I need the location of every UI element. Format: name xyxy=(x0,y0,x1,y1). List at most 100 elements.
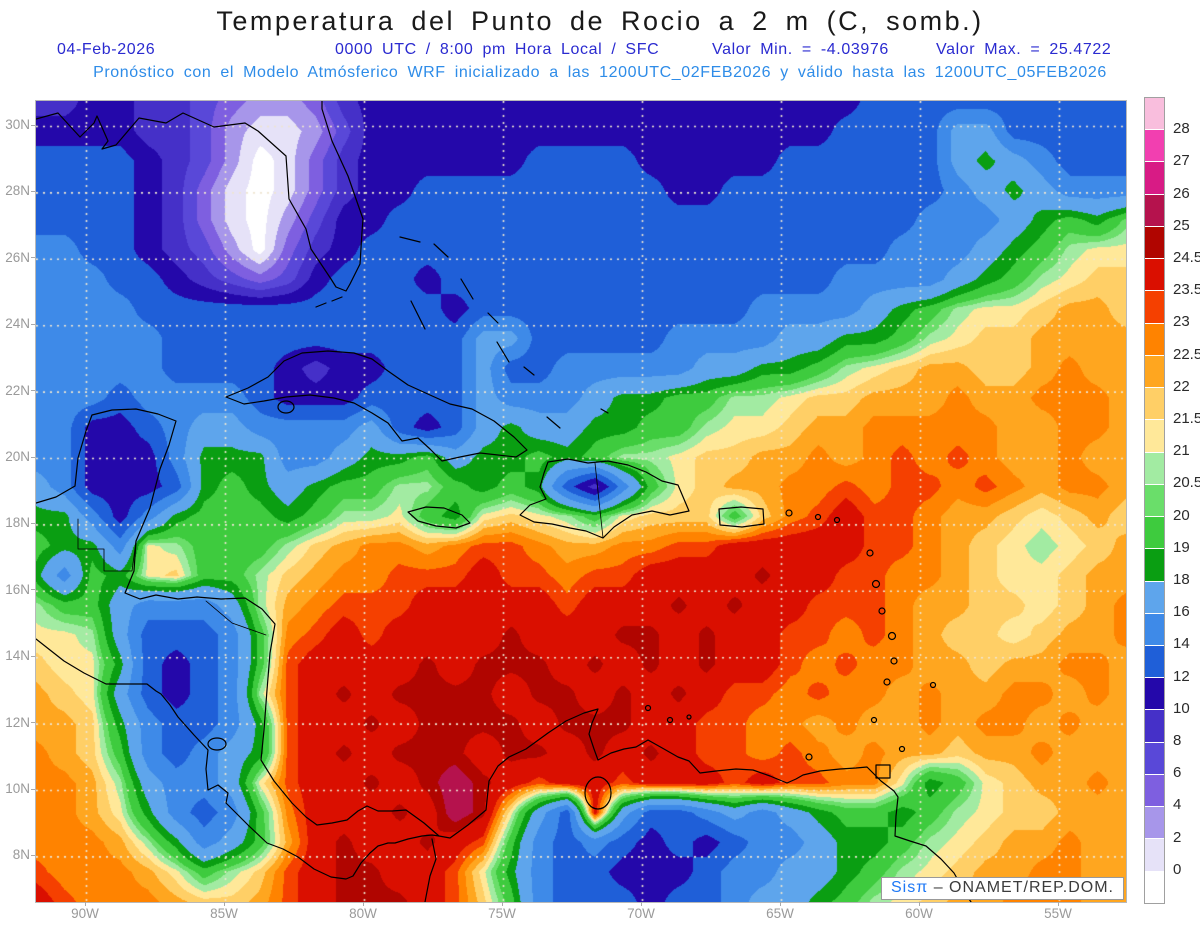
colorbar-tick-label: 20.5 xyxy=(1173,474,1200,492)
colorbar-tick-label: 22.5 xyxy=(1173,345,1200,363)
coast-pacific-central-america xyxy=(36,638,440,880)
forecast-date: 04-Feb-2026 xyxy=(57,41,156,58)
lon-axis-label: 80W xyxy=(349,906,377,921)
page-title: Temperatura del Punto de Rocio a 2 m (C,… xyxy=(216,6,984,36)
lon-axis-tick xyxy=(918,902,920,906)
colorbar-band xyxy=(1145,548,1164,581)
colorbar-tick-label: 12 xyxy=(1173,667,1190,685)
lon-axis-label: 55W xyxy=(1044,906,1072,921)
colorbar-band xyxy=(1145,870,1164,903)
lon-axis-label: 60W xyxy=(905,906,933,921)
watermark-separator: – xyxy=(933,879,944,896)
colorbar-band xyxy=(1145,129,1164,162)
lat-axis-tick xyxy=(31,655,35,657)
lon-axis-tick xyxy=(640,902,642,906)
colorbar-legend xyxy=(1144,97,1165,904)
colorbar-band xyxy=(1145,516,1164,549)
colorbar-tick-label: 24.5 xyxy=(1173,249,1200,266)
colorbar-band xyxy=(1145,709,1164,742)
colorbar-tick-label: 21 xyxy=(1173,442,1190,460)
lat-axis-label: 12N xyxy=(5,714,30,730)
coast-florida-keys xyxy=(315,296,343,308)
colorbar-tick-label: 8 xyxy=(1173,732,1182,749)
lat-axis-label: 18N xyxy=(5,515,30,531)
colorbar-band xyxy=(1145,580,1164,613)
colorbar-tick-label: 25 xyxy=(1173,216,1190,234)
lon-axis-label: 75W xyxy=(488,906,516,921)
lon-axis-label: 65W xyxy=(766,906,794,921)
lat-axis-tick xyxy=(31,456,35,458)
colorbar-tick-label: 2 xyxy=(1173,828,1182,846)
lat-axis-tick xyxy=(31,589,35,591)
lat-axis-label: 16N xyxy=(5,581,30,597)
colorbar-band xyxy=(1145,483,1164,517)
map-area: Sisπ – ONAMET/REP.DOM. xyxy=(35,100,1127,903)
coast-hispaniola xyxy=(519,458,690,539)
colorbar-band xyxy=(1145,612,1164,645)
colorbar-band xyxy=(1145,806,1164,839)
lon-axis-tick xyxy=(779,902,781,906)
lat-axis-tick xyxy=(31,522,35,524)
model-init-line: Pronóstico con el Modelo Atmósferico WRF… xyxy=(93,64,1107,81)
colorbar-band xyxy=(1145,644,1164,678)
lat-axis-label: 10N xyxy=(5,781,30,796)
value-min-label: Valor Min. = -4.03976 xyxy=(712,41,889,58)
lat-axis-label: 22N xyxy=(5,382,30,398)
lon-axis-label: 70W xyxy=(627,906,655,921)
lat-axis-label: 20N xyxy=(5,449,30,464)
colorbar-tick-label: 14 xyxy=(1173,635,1190,653)
lon-axis-tick xyxy=(501,902,503,906)
colorbar-tick-label: 23 xyxy=(1173,313,1190,331)
watermark-brand: Sisπ xyxy=(890,879,929,896)
colorbar-tick-label: 28 xyxy=(1173,120,1190,138)
dewpoint-field-canvas xyxy=(36,101,1126,902)
colorbar-tick-label: 27 xyxy=(1173,152,1190,170)
lat-axis-tick xyxy=(31,124,35,126)
lat-axis-tick xyxy=(31,257,35,259)
watermark-org: ONAMET/REP.DOM. xyxy=(949,879,1114,896)
border-haiti-dr xyxy=(594,462,604,539)
colorbar-band xyxy=(1145,290,1164,323)
colorbar-band xyxy=(1145,225,1164,259)
lon-axis-label: 85W xyxy=(210,906,238,921)
lat-axis-label: 26N xyxy=(5,249,30,265)
lon-axis-tick xyxy=(223,902,225,906)
colorbar-tick-label: 10 xyxy=(1173,699,1190,717)
watermark: Sisπ – ONAMET/REP.DOM. xyxy=(880,877,1124,900)
colorbar-band xyxy=(1145,677,1164,710)
colorbar-band xyxy=(1145,258,1164,291)
border-guatemala-steps xyxy=(77,518,267,636)
lat-axis-label: 30N xyxy=(5,117,30,132)
colorbar-tick-label: 0 xyxy=(1173,860,1182,878)
coast-trinidad xyxy=(875,764,891,779)
colorbar-band xyxy=(1145,354,1164,388)
lat-axis-label: 24N xyxy=(5,316,30,332)
lon-axis-tick xyxy=(84,902,86,906)
coast-puerto-rico xyxy=(718,506,765,528)
colorbar-tick-label: 26 xyxy=(1173,184,1190,202)
colorbar-tick-label: 21.5 xyxy=(1173,410,1200,427)
colorbar-tick-label: 16 xyxy=(1173,603,1190,621)
lat-axis-label: 28N xyxy=(5,183,30,199)
colorbar-tick-label: 22 xyxy=(1173,377,1190,395)
coast-jamaica xyxy=(407,506,471,529)
colorbar-tick-label: 23.5 xyxy=(1173,281,1200,299)
lat-axis-tick xyxy=(31,323,35,325)
lake-nicaragua xyxy=(207,737,227,751)
lat-axis-label: 8N xyxy=(12,847,30,863)
colorbar-band xyxy=(1145,419,1164,452)
coast-lesser-antilles xyxy=(644,509,937,779)
colorbar-tick-label: 20 xyxy=(1173,506,1190,524)
lat-axis-tick xyxy=(31,854,35,856)
colorbar-band xyxy=(1145,838,1164,871)
colorbar-band xyxy=(1145,98,1164,130)
lake-maracaibo xyxy=(584,776,612,810)
coast-colombia-pacific xyxy=(424,838,437,902)
lon-axis-label: 90W xyxy=(71,906,99,921)
colorbar-band xyxy=(1145,193,1164,226)
colorbar-band xyxy=(1145,387,1164,420)
colorbar-band xyxy=(1145,322,1164,355)
coast-central-south-america xyxy=(36,408,972,902)
colorbar-tick-label: 19 xyxy=(1173,538,1190,556)
